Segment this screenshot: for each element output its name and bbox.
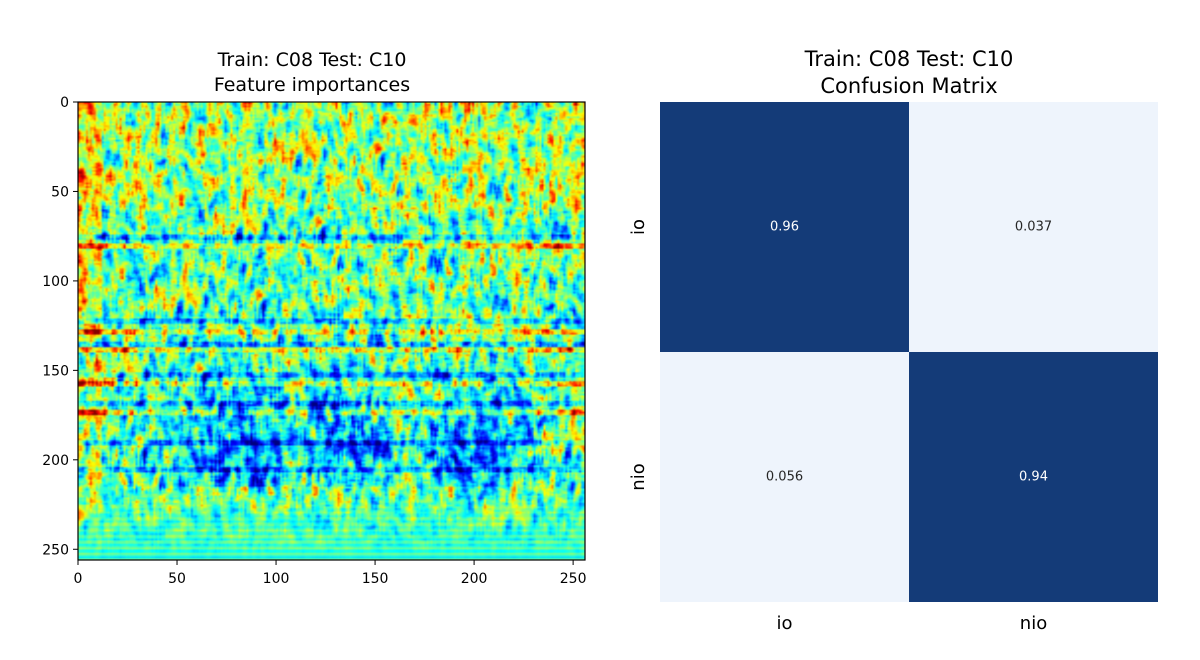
confusion-matrix-chart: Train: C08 Test: C10 Confusion Matrix 0.… — [628, 47, 1158, 634]
y-tick-label: 50 — [51, 184, 69, 200]
x-category-label: io — [776, 613, 792, 634]
y-tick-label: 200 — [42, 453, 69, 469]
confusion-cell-label: 0.037 — [1015, 220, 1052, 235]
confusion-cell — [909, 352, 1158, 602]
y-tick-label: 100 — [42, 274, 69, 290]
confusion-matrix-subtitle: Confusion Matrix — [820, 74, 997, 98]
y-category-label: nio — [628, 463, 649, 490]
y-tick-label: 250 — [42, 542, 69, 558]
confusion-cell — [909, 102, 1158, 352]
feature-importances-chart: Train: C08 Test: C10 Feature importances… — [42, 49, 586, 587]
confusion-cell-label: 0.96 — [770, 220, 799, 235]
confusion-cell — [660, 102, 909, 352]
feature-importances-subtitle: Feature importances — [214, 74, 410, 96]
feature-importances-title: Train: C08 Test: C10 — [217, 49, 407, 71]
y-category-label: io — [628, 219, 649, 235]
x-tick-label: 150 — [362, 571, 389, 587]
confusion-matrix-title: Train: C08 Test: C10 — [804, 47, 1014, 71]
x-tick-label: 200 — [461, 571, 488, 587]
confusion-matrix-y-axis: io nio — [628, 219, 649, 491]
confusion-cell-label: 0.94 — [1019, 470, 1048, 485]
x-tick-label: 250 — [560, 571, 587, 587]
x-category-label: nio — [1020, 613, 1047, 634]
x-tick-label: 100 — [263, 571, 290, 587]
confusion-matrix-x-axis: io nio — [776, 613, 1047, 634]
feature-importances-y-axis: 0 50 100 150 200 250 — [42, 95, 78, 558]
confusion-cell — [660, 352, 909, 602]
confusion-matrix-cells: 0.96 0.037 0.056 0.94 — [660, 102, 1158, 602]
confusion-cell-label: 0.056 — [766, 470, 803, 485]
x-tick-label: 50 — [168, 571, 186, 587]
y-tick-label: 0 — [60, 95, 69, 111]
y-tick-label: 150 — [42, 363, 69, 379]
feature-importance-heatmap-image — [78, 102, 585, 560]
feature-importances-frame — [77, 101, 586, 561]
x-tick-label: 0 — [74, 571, 83, 587]
feature-importances-x-axis: 0 50 100 150 200 250 — [74, 560, 587, 587]
